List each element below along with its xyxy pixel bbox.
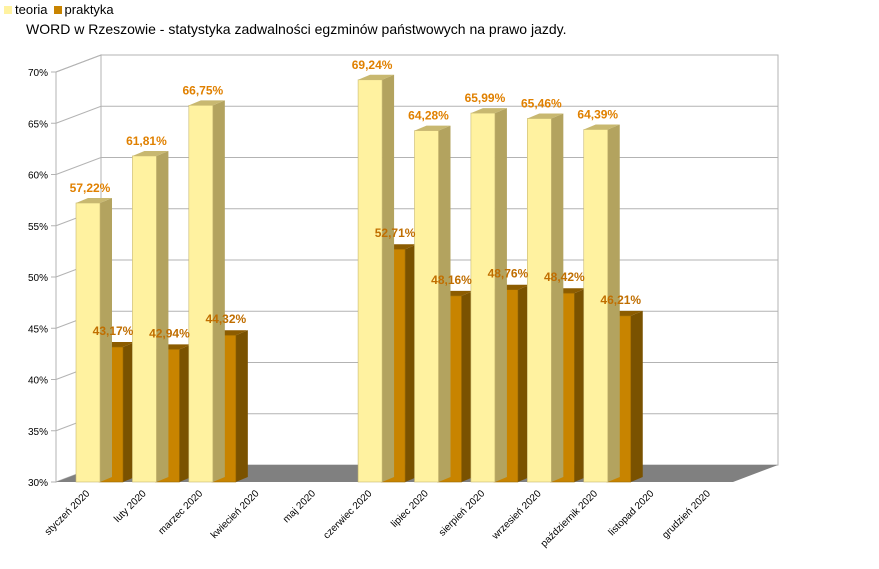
x-tick-label: grudzień 2020 [660, 488, 713, 541]
bar-praktyka-side [405, 244, 418, 482]
data-label-teoria: 61,81% [126, 134, 167, 148]
legend-item-teoria: teoria [4, 2, 48, 17]
data-label-teoria: 66,75% [182, 83, 223, 97]
x-tick-label: wrzesień 2020 [490, 488, 544, 542]
data-label-teoria: 65,99% [465, 91, 506, 105]
x-tick-label: czerwiec 2020 [321, 488, 374, 541]
legend-item-praktyka: praktyka [53, 2, 114, 17]
chart-title: WORD w Rzeszowie - statystyka zadwalnośc… [26, 21, 567, 37]
bar-praktyka-side [517, 284, 530, 482]
bar-teoria-side [382, 74, 395, 482]
y-tick-label: 45% [28, 324, 48, 335]
data-label-teoria: 65,46% [521, 97, 562, 111]
bar-teoria-top [527, 113, 564, 119]
bar-teoria-top [358, 74, 395, 80]
y-tick-label: 40% [28, 376, 48, 387]
legend-label-teoria: teoria [15, 2, 48, 17]
x-tick-label: lipiec 2020 [389, 488, 431, 530]
bar-teoria-top [188, 100, 225, 106]
data-label-praktyka: 42,94% [149, 326, 190, 340]
bar-teoria-side [607, 124, 620, 482]
data-label-teoria: 64,28% [408, 109, 449, 123]
x-tick-label: marzec 2020 [157, 488, 206, 537]
bar-praktyka-side [179, 344, 192, 482]
y-tick-label: 35% [28, 427, 48, 438]
data-label-praktyka: 48,42% [544, 270, 585, 284]
bar-teoria-top [132, 150, 169, 156]
gridline [55, 105, 778, 124]
y-tick-label: 65% [28, 119, 48, 130]
x-tick-label: maj 2020 [281, 488, 318, 525]
bar-teoria-top [583, 124, 620, 130]
bar-praktyka-side [574, 288, 587, 482]
y-tick-label: 30% [28, 478, 48, 489]
data-label-praktyka: 48,76% [488, 267, 529, 281]
bar-teoria-side [100, 197, 112, 482]
bar-teoria-side [156, 150, 169, 482]
x-tick-label: listopad 2020 [607, 488, 657, 538]
data-label-praktyka: 44,32% [205, 312, 246, 326]
x-tick-label: sierpień 2020 [437, 488, 488, 539]
bar-teoria-side [551, 113, 564, 482]
bar-teoria-side [494, 108, 507, 482]
data-label-praktyka: 46,21% [600, 293, 641, 307]
bar-praktyka-side [630, 310, 643, 482]
x-tick-label: luty 2020 [112, 488, 149, 525]
y-tick-label: 55% [28, 222, 48, 233]
bar-teoria-top [470, 108, 507, 114]
data-label-teoria: 69,24% [352, 58, 393, 72]
bar-teoria [414, 130, 439, 483]
bar-praktyka-side [235, 330, 248, 482]
bar-teoria-top [76, 197, 112, 203]
bar-teoria [357, 79, 383, 483]
bar-teoria [470, 112, 496, 483]
data-label-teoria: 64,39% [577, 108, 618, 122]
bar-teoria-top [414, 125, 451, 131]
bar-teoria [527, 118, 552, 483]
bar-teoria [75, 202, 101, 483]
data-label-praktyka: 48,16% [431, 273, 472, 287]
legend-swatch-teoria [4, 5, 12, 14]
data-label-teoria: 57,22% [70, 181, 111, 195]
bar-teoria [188, 105, 214, 483]
legend-swatch-praktyka [53, 5, 62, 14]
x-tick-label: październik 2020 [539, 488, 601, 550]
bar-teoria-side [212, 100, 225, 482]
y-tick-label: 60% [28, 171, 48, 182]
gridline [55, 54, 778, 73]
bar-praktyka-side [123, 342, 135, 482]
data-label-praktyka: 43,17% [93, 324, 134, 338]
y-tick-label: 50% [28, 273, 48, 284]
bar-praktyka-side [461, 290, 474, 482]
y-tick-label: 70% [28, 68, 48, 79]
x-tick-label: kwiecień 2020 [209, 488, 262, 541]
bar-teoria [132, 155, 157, 483]
bar-teoria [583, 129, 609, 483]
bar-teoria-side [438, 125, 451, 482]
legend-label-praktyka: praktyka [64, 2, 114, 17]
data-label-praktyka: 52,71% [375, 226, 416, 240]
x-tick-label: styczeń 2020 [43, 488, 93, 538]
legend: teoria praktyka [4, 2, 114, 17]
